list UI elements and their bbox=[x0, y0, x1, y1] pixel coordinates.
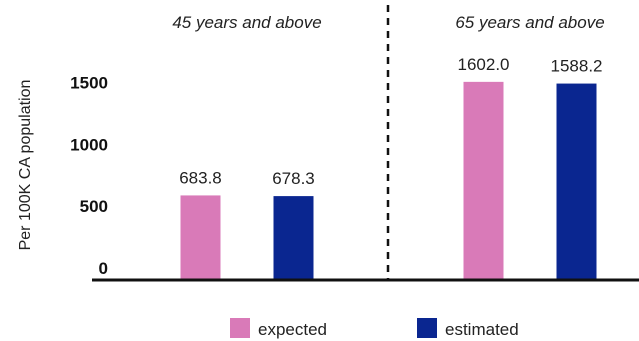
legend: expected estimated bbox=[230, 318, 519, 339]
y-tick-label: 1500 bbox=[70, 73, 108, 92]
bar-expected-2 bbox=[463, 81, 504, 280]
legend-label: estimated bbox=[445, 320, 519, 339]
legend-swatch-estimated bbox=[417, 318, 437, 338]
bar-expected-1 bbox=[180, 195, 221, 280]
group-label: 65 years and above bbox=[455, 13, 604, 32]
y-axis: Per 100K CA population 0 500 1000 1500 bbox=[17, 73, 108, 278]
legend-swatch-expected bbox=[230, 318, 250, 338]
group-label: 45 years and above bbox=[172, 13, 321, 32]
data-label: 1602.0 bbox=[458, 55, 510, 74]
group-labels: 45 years and above 65 years and above bbox=[172, 13, 604, 32]
bars bbox=[180, 81, 597, 281]
bar-estimated-2 bbox=[556, 83, 597, 281]
data-label: 683.8 bbox=[179, 168, 222, 187]
y-tick-label: 500 bbox=[80, 197, 108, 216]
data-label: 1588.2 bbox=[551, 57, 603, 76]
legend-label: expected bbox=[258, 320, 327, 339]
y-tick-label: 1000 bbox=[70, 135, 108, 154]
data-labels: 683.8 678.3 1602.0 1588.2 bbox=[179, 55, 602, 188]
y-axis-label: Per 100K CA population bbox=[17, 80, 34, 251]
data-label: 678.3 bbox=[272, 169, 315, 188]
bar-estimated-1 bbox=[273, 196, 314, 280]
y-tick-label: 0 bbox=[99, 259, 108, 278]
